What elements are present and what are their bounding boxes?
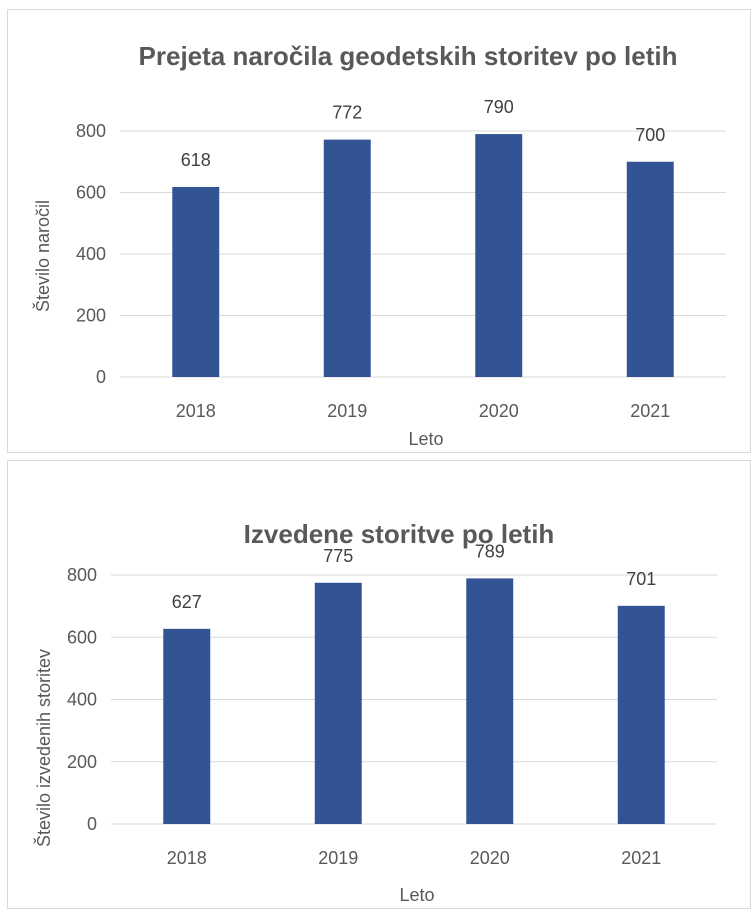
y-axis-title: Število naročil: [32, 200, 53, 312]
gridlines: [120, 130, 726, 378]
y-tick-label: 200: [67, 752, 97, 772]
bars: [163, 578, 665, 824]
data-label-2018: 618: [181, 150, 211, 170]
chart-title: Prejeta naročila geodetskih storitev po …: [139, 41, 678, 71]
y-tick-labels: 0 200 400 600 800: [67, 565, 97, 834]
x-tick-label: 2021: [630, 401, 670, 421]
x-tick-label: 2021: [621, 848, 661, 868]
x-tick-label: 2019: [327, 401, 367, 421]
bar-2020: [466, 578, 514, 824]
y-tick-label: 0: [96, 367, 106, 387]
x-axis-title: Leto: [408, 429, 443, 449]
bar-2021: [617, 605, 665, 824]
data-label-2019: 772: [332, 103, 362, 123]
bar-2019: [323, 139, 371, 377]
y-tick-label: 0: [87, 814, 97, 834]
data-label-2020: 789: [475, 541, 505, 561]
x-tick-label: 2018: [167, 848, 207, 868]
x-tick-label: 2018: [176, 401, 216, 421]
y-tick-label: 400: [67, 690, 97, 710]
x-tick-label: 2019: [318, 848, 358, 868]
bar-2018: [163, 628, 211, 824]
data-label-2018: 627: [172, 592, 202, 612]
chart-title: Izvedene storitve po letih: [244, 519, 555, 549]
bar-2021: [626, 161, 674, 377]
x-tick-labels: 2018 2019 2020 2021: [167, 848, 662, 868]
y-tick-label: 400: [76, 244, 106, 264]
y-tick-label: 800: [76, 121, 106, 141]
chart-canvas: Prejeta naročila geodetskih storitev po …: [32, 41, 726, 449]
chart-izvedene-storitve: Izvedene storitve po letih 627 775 789 701 …: [7, 460, 751, 909]
bar-2019: [314, 582, 362, 824]
data-label-2020: 790: [484, 97, 514, 117]
y-tick-label: 800: [67, 565, 97, 585]
data-label-2021: 701: [626, 569, 656, 589]
bar-2020: [475, 134, 523, 377]
bars: [172, 134, 674, 377]
data-labels: 627 775 789 701: [172, 541, 657, 611]
data-label-2021: 700: [635, 125, 665, 145]
data-labels: 618 772 790 700: [181, 97, 666, 170]
y-tick-label: 600: [67, 627, 97, 647]
y-axis-title: Število izvedenih storitev: [33, 649, 54, 847]
x-tick-label: 2020: [470, 848, 510, 868]
y-tick-label: 200: [76, 306, 106, 326]
gridlines: [111, 574, 717, 825]
x-tick-label: 2020: [479, 401, 519, 421]
data-label-2019: 775: [323, 546, 353, 566]
y-tick-labels: 0 200 400 600 800: [76, 121, 106, 387]
chart-prejeta-narocila: Prejeta naročila geodetskih storitev po …: [7, 9, 751, 453]
x-tick-labels: 2018 2019 2020 2021: [176, 401, 671, 421]
bar-2018: [172, 186, 220, 377]
y-tick-label: 600: [76, 183, 106, 203]
x-axis-title: Leto: [399, 885, 434, 905]
